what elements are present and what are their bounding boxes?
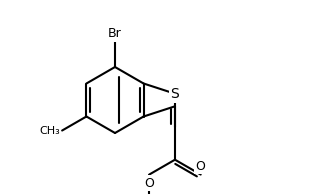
Text: Br: Br xyxy=(108,27,122,40)
Text: O: O xyxy=(196,159,206,172)
Text: S: S xyxy=(170,87,179,101)
Text: CH₃: CH₃ xyxy=(39,126,60,136)
Text: O: O xyxy=(144,177,154,190)
